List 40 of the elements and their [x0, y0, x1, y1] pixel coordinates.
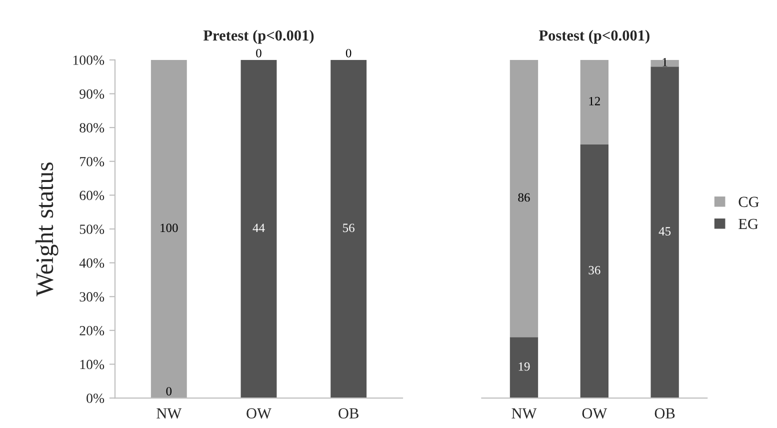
x-tick-label: OW [246, 408, 272, 419]
legend-label: CG [738, 196, 759, 208]
bar [580, 144, 608, 398]
y-tick-label: 100% [73, 56, 104, 65]
x-tick-label: OB [338, 408, 358, 419]
x-tick-label: OB [654, 408, 675, 419]
annotation: 0 [166, 387, 172, 396]
y-tick-label: 30% [80, 292, 104, 302]
annotation: 36 [588, 266, 600, 274]
legend-label: EG [738, 218, 758, 230]
bar [650, 60, 679, 67]
annotation: 100 [160, 224, 178, 232]
annotation: 19 [518, 362, 530, 371]
y-tick-label: 70% [80, 156, 104, 166]
text: 0 [256, 48, 262, 58]
bar [580, 60, 608, 144]
chart-title: Postest (p<0.001) [538, 30, 650, 44]
annotation: 44 [252, 224, 265, 232]
annotation: 12 [589, 96, 600, 106]
x-tick-label: NW [156, 408, 182, 419]
y-tick-label: 90% [80, 89, 104, 99]
y-tick-label: 60% [80, 190, 104, 200]
y-tick-label: 20% [80, 326, 104, 336]
y-tick-label: 0% [86, 394, 104, 404]
x-tick-label: NW [512, 408, 537, 419]
bar [510, 60, 538, 338]
bar [510, 337, 538, 398]
y-tick-label: 40% [79, 258, 104, 268]
y-tick-label: 50% [80, 224, 104, 234]
annotation: 1 [662, 58, 668, 66]
bar [650, 66, 679, 398]
x-tick-label: OW [582, 408, 608, 419]
chart-title: Pretest (p<0.001) [203, 30, 314, 44]
text: 0 [346, 48, 352, 58]
y-axis-title: Weight status [36, 162, 58, 296]
annotation: 86 [518, 193, 530, 202]
annotation: 45 [658, 227, 671, 236]
y-tick-label: 80% [80, 123, 104, 133]
y-tick-label: 10% [80, 360, 104, 370]
annotation: 56 [343, 224, 354, 232]
